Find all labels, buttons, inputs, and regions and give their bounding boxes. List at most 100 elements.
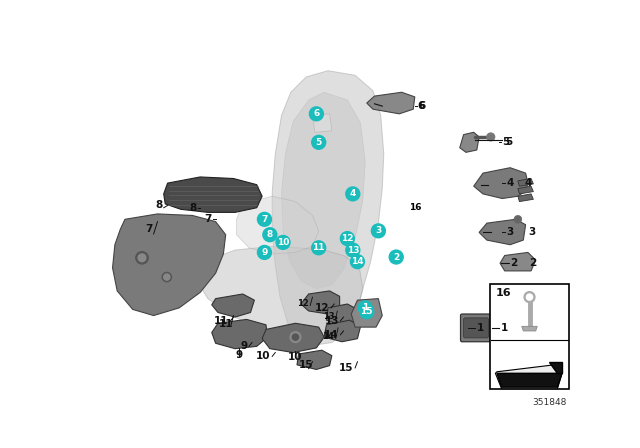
Polygon shape [312,114,332,132]
Text: 2: 2 [393,253,399,262]
Text: 1: 1 [477,323,484,333]
Text: 7: 7 [261,215,268,224]
Circle shape [263,228,277,241]
Polygon shape [212,319,268,349]
Text: 11: 11 [214,316,229,326]
Text: 13: 13 [324,316,339,326]
Text: 5: 5 [502,137,509,147]
FancyBboxPatch shape [463,318,488,338]
Text: 8: 8 [155,200,162,210]
Circle shape [346,187,360,201]
Circle shape [136,252,148,264]
Text: 7: 7 [145,224,153,234]
Text: 9: 9 [240,341,248,351]
Text: 351848: 351848 [532,398,566,407]
Text: 2: 2 [510,258,517,268]
Polygon shape [324,320,360,342]
Circle shape [312,135,326,149]
Text: 12: 12 [297,299,308,308]
Circle shape [162,272,172,282]
Polygon shape [518,194,533,202]
Text: 12: 12 [315,303,330,313]
Circle shape [312,241,326,255]
Text: 10: 10 [288,352,303,362]
Text: 11: 11 [312,243,325,252]
Circle shape [290,332,301,343]
Circle shape [138,254,146,262]
Text: 13: 13 [323,312,334,321]
Text: 15: 15 [339,363,353,373]
Text: 8: 8 [189,203,196,213]
Circle shape [292,334,298,340]
Text: 7: 7 [204,214,212,224]
Text: 3: 3 [375,226,381,235]
Polygon shape [351,299,382,327]
Polygon shape [326,304,358,325]
FancyBboxPatch shape [490,284,569,389]
Text: 9: 9 [236,350,243,360]
Polygon shape [237,196,319,254]
Text: 4: 4 [506,178,514,188]
Text: 6: 6 [419,101,426,111]
Polygon shape [367,92,415,114]
Circle shape [371,224,385,238]
Circle shape [309,107,323,121]
Circle shape [487,133,495,141]
Text: 14: 14 [323,332,334,340]
Text: 10: 10 [256,351,271,362]
Polygon shape [518,178,533,186]
Polygon shape [212,294,254,317]
Polygon shape [460,132,479,152]
Circle shape [164,274,170,280]
Text: 9: 9 [261,248,268,257]
FancyBboxPatch shape [461,314,492,342]
Circle shape [526,294,532,300]
Circle shape [257,246,271,259]
Text: 6: 6 [313,109,319,118]
Text: 13: 13 [346,246,359,254]
Text: 5: 5 [316,138,322,147]
Text: 5: 5 [505,137,512,147]
Polygon shape [297,350,332,370]
Polygon shape [113,214,226,315]
Text: 8: 8 [267,230,273,239]
Polygon shape [522,326,537,331]
Text: 15: 15 [360,307,373,316]
Text: 12: 12 [341,234,354,243]
Polygon shape [262,323,324,353]
Text: 14: 14 [351,257,364,266]
Circle shape [408,201,422,215]
Text: 15: 15 [298,360,313,370]
Text: 16: 16 [408,203,421,212]
Text: 2: 2 [529,258,537,268]
Polygon shape [479,220,525,245]
Polygon shape [272,71,384,345]
Text: 1: 1 [501,323,508,333]
Polygon shape [549,362,562,373]
Circle shape [340,232,355,246]
Polygon shape [164,177,262,212]
Circle shape [360,305,374,319]
Circle shape [389,250,403,264]
Circle shape [351,255,364,269]
Circle shape [276,236,290,250]
Text: 1: 1 [362,303,369,312]
Text: 14: 14 [324,330,339,340]
Polygon shape [518,186,533,194]
Polygon shape [474,168,528,198]
Text: 4: 4 [349,190,356,198]
Circle shape [514,215,522,223]
Polygon shape [301,291,340,314]
Text: 6: 6 [417,101,424,111]
Polygon shape [497,373,562,387]
Polygon shape [282,92,365,289]
Polygon shape [495,364,562,389]
Text: 4: 4 [524,178,531,188]
Circle shape [358,301,372,315]
Circle shape [524,292,535,302]
Text: 10: 10 [277,238,289,247]
Circle shape [346,243,360,257]
Polygon shape [500,252,536,271]
Text: 3: 3 [506,228,513,237]
Text: 11: 11 [218,319,233,329]
